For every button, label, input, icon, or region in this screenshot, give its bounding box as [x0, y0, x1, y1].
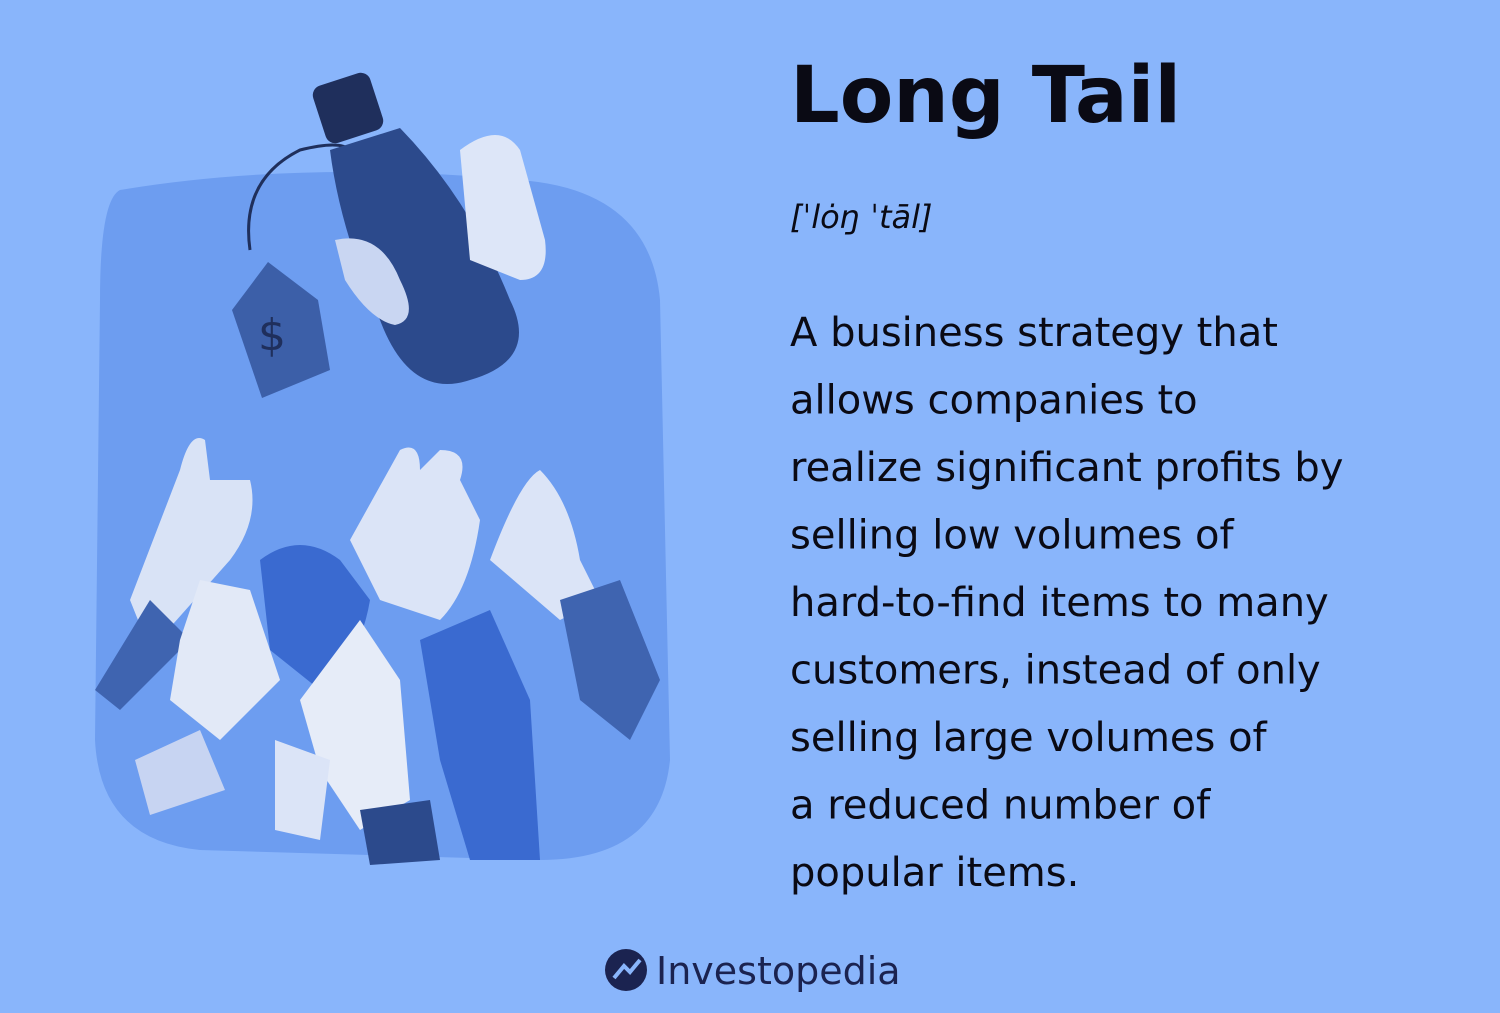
sleeve-1 — [95, 600, 190, 710]
logo-mark — [612, 958, 642, 980]
definition-line: A business strategy that — [790, 310, 1278, 356]
definition-line: hard-to-find items to many — [790, 580, 1329, 626]
definition-line: selling low volumes of — [790, 513, 1234, 559]
hand-3 — [350, 447, 480, 620]
sleeve-6 — [360, 800, 440, 865]
brand-logo — [605, 949, 647, 991]
tag-string — [247, 143, 352, 251]
illustration: $ — [95, 72, 670, 865]
bottle — [330, 128, 519, 384]
brand-name: Investopedia — [656, 949, 901, 993]
definition-line: allows companies to — [790, 378, 1198, 424]
holding-thumb — [335, 238, 409, 325]
title: Long Tail — [790, 51, 1181, 141]
definition: A business strategy that allows companies… — [790, 310, 1343, 896]
cuff-6 — [275, 740, 330, 840]
pronunciation: [ˈlȯŋ ˈtāl] — [790, 198, 933, 236]
sleeve-4 — [560, 580, 660, 740]
sleeve-5 — [135, 730, 225, 815]
dollar-sign: $ — [258, 310, 286, 361]
definition-line: selling large volumes of — [790, 715, 1268, 761]
hand-5 — [170, 580, 280, 740]
hand-4 — [490, 470, 600, 620]
holding-hand — [460, 135, 546, 280]
hand-7 — [420, 610, 540, 860]
bottle-cap — [312, 72, 384, 144]
price-tag — [232, 262, 330, 398]
definition-line: realize significant profits by — [790, 445, 1343, 491]
hand-1 — [130, 438, 253, 650]
definition-line: popular items. — [790, 850, 1079, 896]
definition-line: a reduced number of — [790, 783, 1211, 829]
definition-line: customers, instead of only — [790, 648, 1321, 694]
